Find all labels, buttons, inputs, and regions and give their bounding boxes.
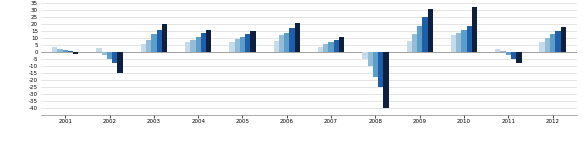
Bar xyxy=(423,17,428,52)
Bar xyxy=(323,44,328,52)
Bar xyxy=(462,30,467,52)
Bar xyxy=(251,31,256,52)
Bar xyxy=(107,52,112,59)
Bar xyxy=(539,42,545,52)
Bar xyxy=(506,52,511,55)
Bar xyxy=(456,33,462,52)
Bar xyxy=(201,33,206,52)
Bar xyxy=(73,52,79,54)
Bar xyxy=(151,34,156,52)
Bar xyxy=(68,51,73,52)
Bar xyxy=(339,37,345,52)
Bar xyxy=(57,49,62,52)
Bar xyxy=(190,40,195,52)
Bar xyxy=(467,26,472,52)
Bar xyxy=(234,39,240,52)
Bar xyxy=(96,48,101,52)
Bar xyxy=(472,7,477,52)
Bar xyxy=(428,9,433,52)
Bar xyxy=(328,42,334,52)
Bar xyxy=(406,41,412,52)
Bar xyxy=(229,42,234,52)
Bar xyxy=(284,33,290,52)
Bar xyxy=(240,37,245,52)
Bar xyxy=(101,52,107,55)
Bar xyxy=(378,52,384,87)
Bar xyxy=(362,52,367,59)
Bar xyxy=(112,52,118,63)
Bar xyxy=(561,27,566,52)
Bar xyxy=(511,52,517,59)
Bar xyxy=(556,31,561,52)
Bar xyxy=(295,23,300,52)
Bar xyxy=(545,38,550,52)
Bar xyxy=(52,47,57,52)
Bar xyxy=(273,41,279,52)
Bar xyxy=(550,34,556,52)
Bar xyxy=(367,52,373,66)
Bar xyxy=(373,52,378,77)
Bar xyxy=(417,26,423,52)
Bar xyxy=(495,49,500,52)
Bar xyxy=(185,42,190,52)
Bar xyxy=(195,37,201,52)
Bar xyxy=(118,52,123,73)
Bar xyxy=(206,31,212,52)
Bar xyxy=(334,40,339,52)
Bar xyxy=(384,52,389,108)
Bar xyxy=(451,35,456,52)
Bar xyxy=(156,30,162,52)
Bar xyxy=(245,34,251,52)
Bar xyxy=(162,24,167,52)
Bar xyxy=(500,51,506,52)
Bar xyxy=(517,52,522,63)
Bar xyxy=(290,28,295,52)
Bar xyxy=(141,44,146,52)
Bar xyxy=(318,47,323,52)
Bar xyxy=(279,35,284,52)
Bar xyxy=(412,34,417,52)
Bar xyxy=(146,40,151,52)
Bar xyxy=(62,50,68,52)
